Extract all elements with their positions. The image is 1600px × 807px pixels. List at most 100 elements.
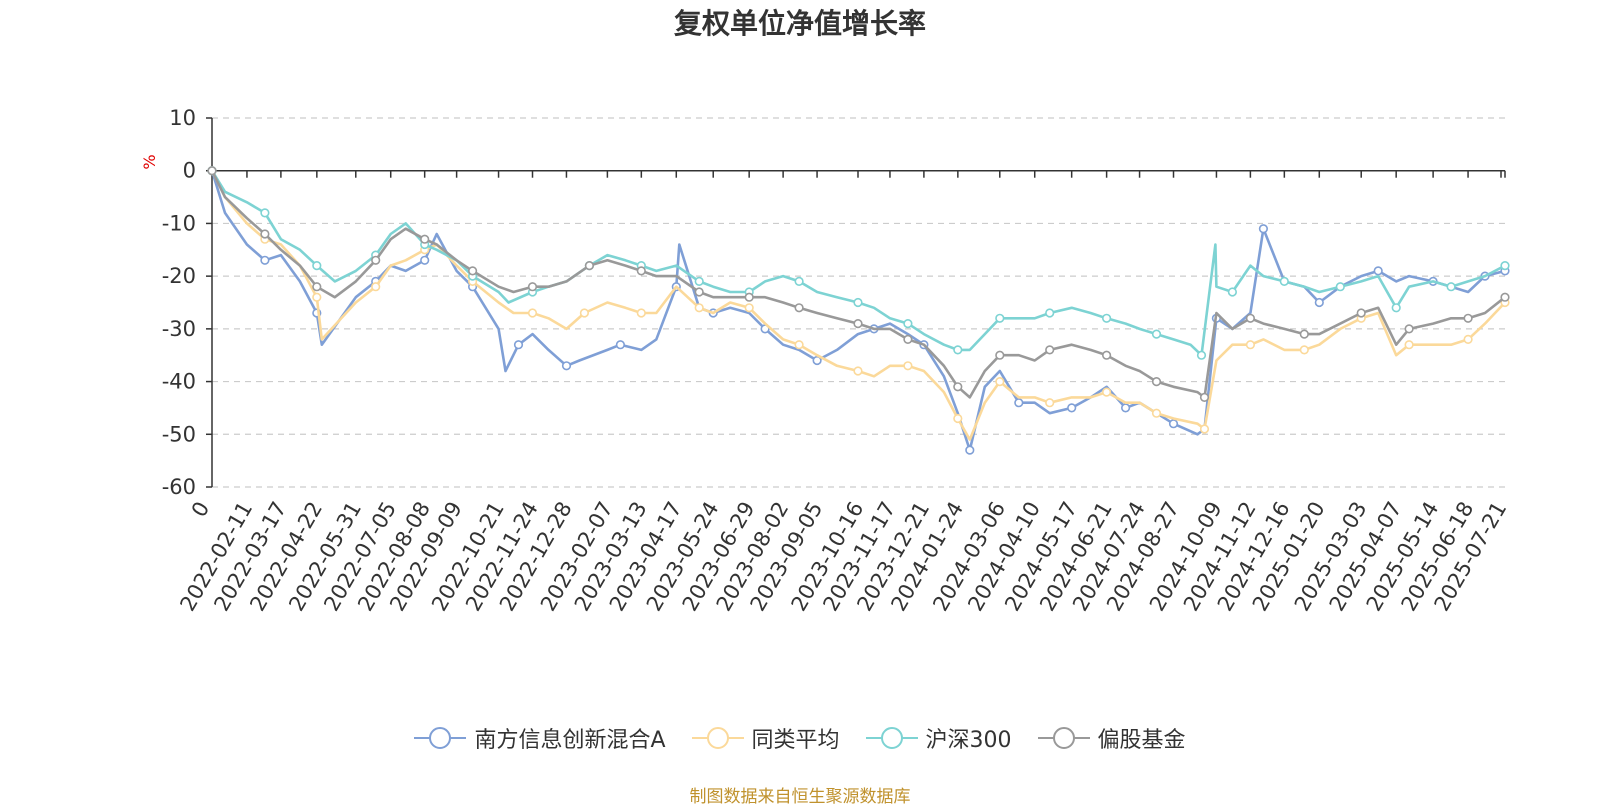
series-point <box>420 255 430 265</box>
series-point <box>903 334 913 345</box>
legend-label: 南方信息创新混合A <box>474 728 666 753</box>
series-point <box>1045 398 1055 408</box>
series-point <box>561 361 572 371</box>
series-point <box>1446 282 1456 292</box>
series-point <box>744 292 754 302</box>
series-point <box>1101 350 1112 360</box>
series-point <box>1045 308 1055 318</box>
series-point <box>903 361 913 371</box>
legend-swatch <box>691 727 744 749</box>
series-point <box>1151 408 1162 418</box>
series-point <box>853 297 863 308</box>
series-point <box>527 282 538 292</box>
series-point <box>812 355 822 366</box>
series-point <box>995 350 1005 360</box>
series-point <box>953 382 963 392</box>
series-line-2 <box>210 170 1506 357</box>
y-tick-label: -20 <box>162 264 196 288</box>
legend-label: 同类平均 <box>751 728 840 753</box>
y-tick-label: -40 <box>162 370 196 394</box>
series-point <box>953 413 963 424</box>
series-point <box>1120 403 1131 413</box>
series-point <box>1258 224 1268 234</box>
y-tick-label: 10 <box>169 106 196 130</box>
series-point <box>1404 324 1414 334</box>
series-point <box>1463 313 1473 323</box>
series-point <box>1227 287 1237 297</box>
series-point <box>1314 297 1324 308</box>
series-point <box>1500 292 1510 302</box>
series-point <box>1335 282 1345 292</box>
y-tick-label: -30 <box>162 317 196 341</box>
series-point <box>965 445 975 455</box>
series-point <box>260 255 270 265</box>
series-point <box>584 261 595 271</box>
series-point <box>1463 334 1473 345</box>
series-point <box>312 261 322 271</box>
series-point <box>636 266 646 276</box>
series-point <box>260 208 270 218</box>
series-point <box>1168 419 1179 429</box>
series-point <box>995 313 1005 323</box>
y-tick-label: -60 <box>162 475 196 499</box>
series-point <box>1373 266 1383 276</box>
series-point <box>995 377 1005 387</box>
series-point <box>744 303 754 313</box>
series-point <box>207 166 217 176</box>
series-point <box>794 276 804 287</box>
series-point <box>1299 345 1309 355</box>
series-point <box>853 366 863 376</box>
series-point <box>1151 377 1162 387</box>
series-point <box>1196 350 1207 360</box>
y-tick-label: -10 <box>162 211 196 235</box>
x-origin-label: 0 <box>187 498 214 522</box>
series-point <box>1045 345 1055 355</box>
series-point <box>794 340 804 350</box>
series-point <box>1391 303 1401 313</box>
series-point <box>371 282 381 292</box>
series-point <box>794 303 804 313</box>
legend-item-0[interactable]: 南方信息创新混合A <box>414 722 666 754</box>
legend-item-3[interactable]: 偏股基金 <box>1037 722 1186 754</box>
series-point <box>694 287 704 297</box>
series-point <box>953 345 963 355</box>
series-point <box>371 255 381 265</box>
legend-item-2[interactable]: 沪深300 <box>865 722 1012 754</box>
legend-swatch <box>414 727 467 749</box>
legend-item-1[interactable]: 同类平均 <box>691 722 840 754</box>
series-point <box>1101 387 1112 397</box>
series-layer <box>207 166 1510 455</box>
series-point <box>1199 424 1210 434</box>
chart-title: 复权单位净值增长率 <box>673 7 926 40</box>
series-point <box>1245 313 1255 323</box>
series-point <box>636 308 646 318</box>
series-point <box>853 319 863 329</box>
series-point <box>1279 276 1289 287</box>
series-point <box>1014 398 1024 408</box>
series-point <box>527 308 538 318</box>
y-tick-label: 0 <box>183 159 196 183</box>
series-point <box>1404 340 1414 350</box>
y-axis-unit: % <box>140 154 159 169</box>
series-point <box>260 229 270 239</box>
series-point <box>903 319 913 329</box>
series-point <box>1199 392 1210 403</box>
legend-label: 沪深300 <box>925 728 1012 753</box>
series-point <box>579 308 590 318</box>
series-point <box>513 340 524 350</box>
series-point <box>1101 313 1112 323</box>
series-point <box>1245 340 1255 350</box>
legend-swatch <box>1037 727 1090 749</box>
series-point <box>694 303 704 313</box>
series-point <box>1356 308 1366 318</box>
series-point <box>1151 329 1162 339</box>
series-line-3 <box>210 170 1506 399</box>
series-point <box>1067 403 1077 413</box>
series-line-0 <box>210 170 1506 452</box>
legend-label: 偏股基金 <box>1097 728 1186 753</box>
series-point <box>468 266 478 276</box>
series-point <box>615 340 626 350</box>
series-point <box>1299 329 1309 339</box>
y-tick-label: -50 <box>162 422 196 446</box>
